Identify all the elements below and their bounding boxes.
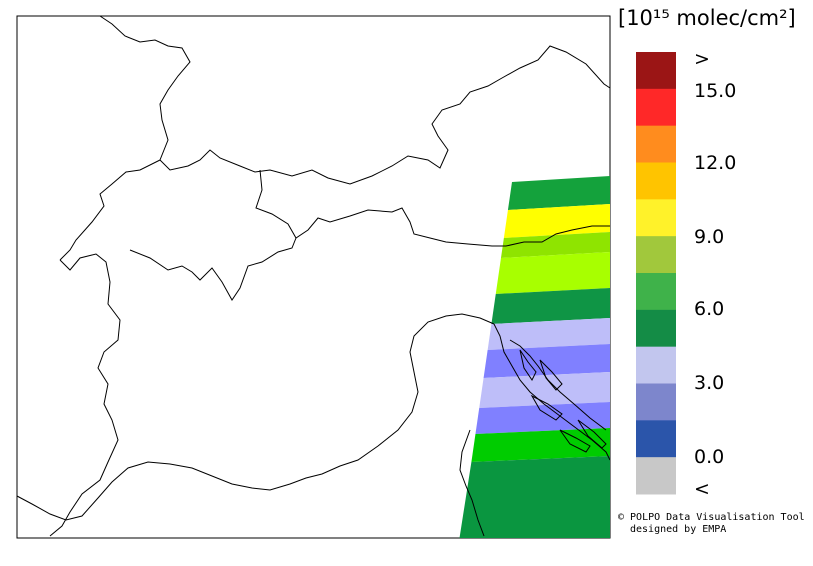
legend-label: 0.0 bbox=[694, 446, 725, 468]
legend-label: 15.0 bbox=[694, 80, 737, 102]
legend-swatch bbox=[636, 162, 676, 200]
swath-band bbox=[503, 204, 610, 238]
satellite-swath bbox=[459, 176, 610, 538]
legend-swatch bbox=[636, 199, 676, 237]
legend-swatch bbox=[636, 236, 676, 274]
credit-line-1: © POLPO Data Visualisation Tool bbox=[618, 512, 805, 523]
border-north bbox=[99, 15, 611, 185]
swath-band bbox=[507, 176, 610, 210]
coastlines-and-borders bbox=[16, 15, 611, 537]
legend-label: < bbox=[694, 478, 710, 500]
legend-label: 12.0 bbox=[694, 152, 737, 174]
swath-band bbox=[487, 318, 610, 350]
coast-east-italy bbox=[459, 429, 485, 537]
swath-band bbox=[475, 402, 610, 434]
swath-band bbox=[483, 344, 610, 378]
swath-band bbox=[495, 252, 610, 294]
swath-band bbox=[500, 232, 610, 258]
legend-unit: [10¹⁵ molec/cm²] bbox=[618, 6, 796, 30]
legend-swatch bbox=[636, 88, 676, 127]
legend-label: > bbox=[694, 48, 710, 70]
legend-label: 3.0 bbox=[694, 372, 725, 394]
islands bbox=[519, 349, 607, 453]
swath-band bbox=[459, 456, 610, 538]
border-west bbox=[49, 253, 121, 537]
legend-swatch bbox=[636, 346, 676, 384]
legend-label: 6.0 bbox=[694, 298, 725, 320]
legend-swatch bbox=[636, 273, 676, 311]
legend-swatch bbox=[636, 383, 676, 421]
coast-croatia-inner bbox=[509, 339, 607, 431]
legend-label: 9.0 bbox=[694, 226, 725, 248]
legend-swatch bbox=[636, 457, 676, 495]
credit-line-2: designed by EMPA bbox=[630, 524, 727, 535]
border-alps bbox=[255, 169, 610, 247]
coast-italy bbox=[16, 313, 495, 521]
legend-swatch bbox=[636, 420, 676, 458]
color-legend bbox=[636, 52, 676, 495]
swath-band bbox=[471, 428, 610, 462]
swath-band bbox=[479, 372, 610, 408]
legend-swatch bbox=[636, 125, 676, 163]
border-swiss bbox=[59, 159, 161, 261]
swath-band bbox=[491, 288, 610, 324]
legend-swatch bbox=[636, 52, 676, 90]
border-swiss-south bbox=[129, 237, 297, 301]
legend-swatch bbox=[636, 309, 676, 348]
